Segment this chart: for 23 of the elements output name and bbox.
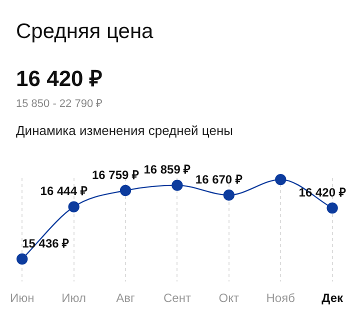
x-tick-label: Окт (218, 291, 240, 306)
data-label: 16 670 ₽ (195, 172, 242, 186)
text: 15 850 - 22 790 ₽ (16, 97, 102, 110)
data-label: 15 436 ₽ (22, 236, 70, 250)
data-label: 16 859 ₽ (144, 162, 191, 177)
chart-title: Средняя цена (16, 20, 154, 44)
x-tick-label: Дек (322, 291, 344, 306)
point (326, 202, 338, 214)
x-tick-label: Июл (62, 291, 86, 306)
point (120, 184, 132, 196)
chart-subtitle: 16 420 ₽ (16, 65, 102, 92)
data-label: 16 444 ₽ (40, 184, 88, 198)
x-tick-label: Нояб (266, 291, 296, 306)
point (68, 201, 80, 212)
data-label: 16 759 ₽ (92, 168, 140, 182)
point (275, 174, 286, 186)
x-tick-label: Июн (10, 291, 34, 306)
x-tick-label: Авг (116, 291, 136, 306)
point (16, 253, 28, 265)
text: Динамика изменения средней цены (16, 123, 233, 138)
point (223, 189, 235, 201)
x-tick-label: Сент (163, 291, 192, 306)
point (172, 180, 183, 191)
